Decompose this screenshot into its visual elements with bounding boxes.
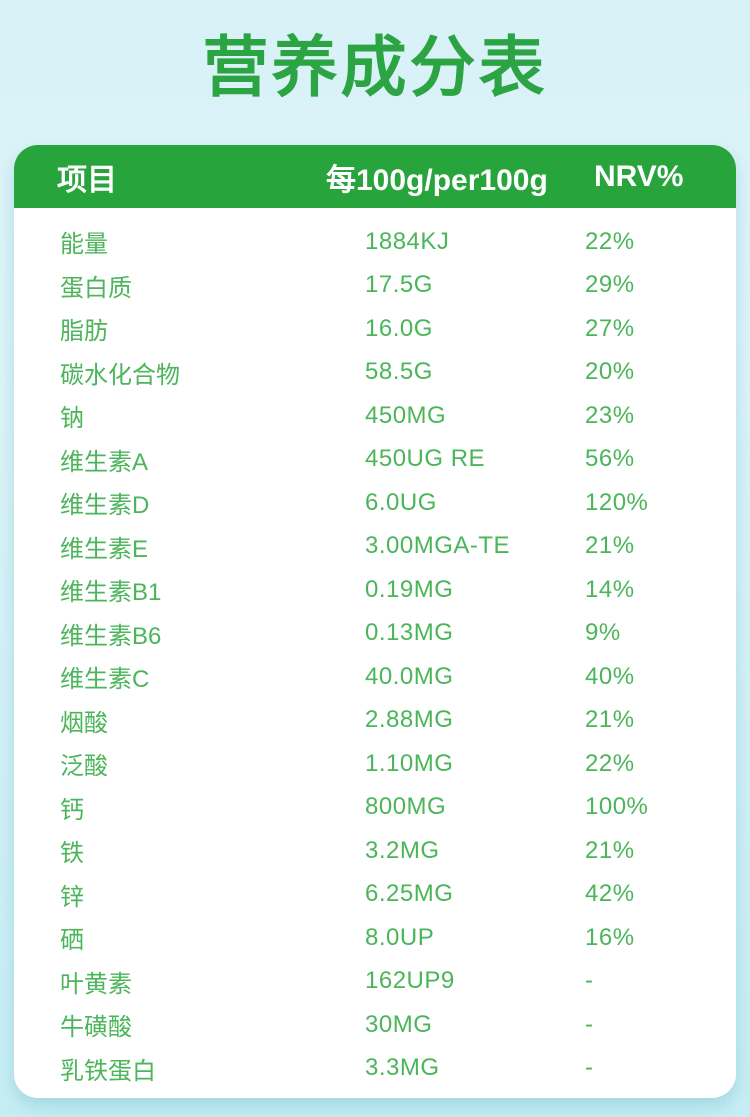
nutrient-value: 1.10MG: [365, 749, 454, 777]
table-row: 碳水化合物 58.5G 20%: [60, 351, 736, 395]
nutrient-name: 硒: [60, 927, 84, 955]
nutrient-nrv: 9%: [585, 619, 621, 647]
nutrient-name: 铁: [60, 840, 84, 868]
nutrient-nrv: -: [585, 1054, 594, 1082]
nutrient-value: 1884KJ: [365, 227, 450, 255]
nutrient-name: 维生素A: [60, 448, 149, 476]
table-row: 维生素D 6.0UG 120%: [60, 481, 736, 525]
header-per100g-label: 每100g/per100g: [326, 163, 548, 197]
nutrient-nrv: 100%: [585, 793, 649, 821]
nutrient-name: 维生素E: [60, 535, 149, 563]
table-row: 叶黄素 162UP9 -: [60, 960, 736, 1004]
nutrient-value: 0.19MG: [365, 575, 454, 603]
nutrient-nrv: 21%: [585, 532, 635, 560]
nutrient-name: 维生素C: [60, 666, 150, 694]
nutrient-value: 58.5G: [365, 358, 433, 386]
nutrient-nrv: 14%: [585, 575, 635, 603]
table-row: 牛磺酸 30MG -: [60, 1003, 736, 1047]
nutrient-nrv: 40%: [585, 662, 635, 690]
table-row: 脂肪 16.0G 27%: [60, 307, 736, 351]
nutrient-nrv: -: [585, 1010, 594, 1038]
nutrient-name: 牛磺酸: [60, 1014, 132, 1042]
nutrient-name: 叶黄素: [60, 970, 132, 998]
nutrient-name: 乳铁蛋白: [60, 1057, 156, 1085]
nutrient-nrv: 42%: [585, 880, 635, 908]
nutrient-name: 脂肪: [60, 318, 108, 346]
nutrient-nrv: 22%: [585, 227, 635, 255]
nutrition-card: 项目 每100g/per100g NRV% 能量 1884KJ 22% 蛋白质 …: [14, 145, 736, 1098]
nutrient-value: 17.5G: [365, 271, 433, 299]
header-nrv-label: NRV%: [594, 159, 684, 193]
nutrient-name: 维生素B1: [60, 579, 162, 607]
table-row: 烟酸 2.88MG 21%: [60, 699, 736, 743]
table-header-row: 项目 每100g/per100g NRV%: [14, 145, 736, 208]
table-row: 维生素B1 0.19MG 14%: [60, 568, 736, 612]
nutrient-nrv: -: [585, 967, 594, 995]
nutrient-name: 蛋白质: [60, 274, 132, 302]
table-row: 铁 3.2MG 21%: [60, 829, 736, 873]
table-row: 维生素B6 0.13MG 9%: [60, 612, 736, 656]
nutrient-nrv: 21%: [585, 836, 635, 864]
nutrient-value: 6.25MG: [365, 880, 454, 908]
nutrient-value: 450UG RE: [365, 445, 486, 473]
nutrient-value: 8.0UP: [365, 923, 435, 951]
nutrient-name: 维生素B6: [60, 622, 162, 650]
table-row: 维生素C 40.0MG 40%: [60, 655, 736, 699]
nutrient-nrv: 27%: [585, 314, 635, 342]
nutrient-value: 3.00MGA-TE: [365, 532, 511, 560]
nutrient-value: 6.0UG: [365, 488, 437, 516]
nutrient-name: 钙: [60, 796, 84, 824]
nutrient-name: 维生素D: [60, 492, 150, 520]
nutrient-nrv: 23%: [585, 401, 635, 429]
header-item-label: 项目: [57, 163, 117, 197]
nutrient-name: 碳水化合物: [60, 361, 180, 389]
nutrient-value: 800MG: [365, 793, 447, 821]
table-body: 能量 1884KJ 22% 蛋白质 17.5G 29% 脂肪 16.0G 27%: [14, 208, 736, 1098]
nutrient-nrv: 29%: [585, 271, 635, 299]
nutrient-value: 162UP9: [365, 967, 455, 995]
nutrient-nrv: 21%: [585, 706, 635, 734]
nutrient-value: 3.2MG: [365, 836, 440, 864]
nutrient-nrv: 56%: [585, 445, 635, 473]
table-row: 硒 8.0UP 16%: [60, 916, 736, 960]
nutrient-name: 能量: [60, 231, 108, 259]
page-title: 营养成分表: [202, 30, 548, 104]
nutrient-nrv: 22%: [585, 749, 635, 777]
table-row: 维生素E 3.00MGA-TE 21%: [60, 525, 736, 569]
nutrient-value: 2.88MG: [365, 706, 454, 734]
nutrient-value: 16.0G: [365, 314, 433, 342]
nutrient-name: 锌: [60, 883, 84, 911]
table-row: 钠 450MG 23%: [60, 394, 736, 438]
table-row: 锌 6.25MG 42%: [60, 873, 736, 917]
nutrient-nrv: 120%: [585, 488, 649, 516]
table-row: 乳铁蛋白 3.3MG -: [60, 1047, 736, 1091]
table-row: 泛酸 1.10MG 22%: [60, 742, 736, 786]
nutrient-nrv: 16%: [585, 923, 635, 951]
nutrient-value: 40.0MG: [365, 662, 454, 690]
nutrient-value: 0.13MG: [365, 619, 454, 647]
nutrient-value: 450MG: [365, 401, 447, 429]
nutrient-nrv: 20%: [585, 358, 635, 386]
nutrient-value: 3.3MG: [365, 1054, 440, 1082]
nutrient-value: 30MG: [365, 1010, 433, 1038]
nutrient-name: 烟酸: [60, 709, 108, 737]
table-row: 能量 1884KJ 22%: [60, 220, 736, 264]
table-row: 钙 800MG 100%: [60, 786, 736, 830]
nutrient-name: 泛酸: [60, 753, 108, 781]
table-row: 维生素A 450UG RE 56%: [60, 438, 736, 482]
table-row: 蛋白质 17.5G 29%: [60, 264, 736, 308]
nutrient-name: 钠: [60, 405, 84, 433]
